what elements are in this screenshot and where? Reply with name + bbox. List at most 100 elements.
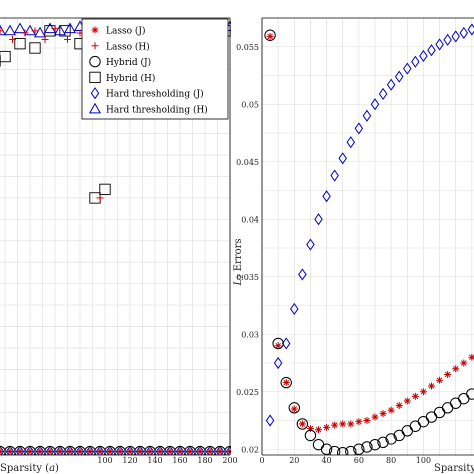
right-point-diamond: [451, 30, 460, 43]
right-point-asterisk: [468, 353, 474, 361]
left-point-asterisk: [196, 448, 204, 455]
right-point-diamond: [467, 23, 474, 36]
left-point-diamond: [205, 445, 215, 455]
left-point-asterisk: [126, 448, 134, 455]
left-point-diamond: [75, 445, 85, 455]
left-point-asterisk: [16, 448, 24, 455]
legend-marker-triangle: [88, 102, 102, 114]
right-x-tick: 100: [416, 456, 431, 465]
left-point-asterisk: [106, 448, 114, 455]
right-point-circle: [377, 436, 389, 449]
left-point-triangle: [3, 24, 17, 36]
left-point-diamond: [225, 445, 231, 455]
right-point-diamond: [419, 49, 428, 63]
right-point-diamond: [386, 78, 396, 91]
left-point-asterisk: [146, 448, 154, 455]
left-x-tick: 200: [222, 456, 237, 465]
legend-marker-plus: [91, 42, 99, 50]
right-y-tick: 0.03: [241, 330, 259, 339]
left-point-square: [14, 38, 26, 50]
left-point-asterisk: [46, 448, 54, 455]
right-point-diamond: [314, 213, 323, 226]
right-point-diamond: [338, 152, 347, 165]
right-x-tick: 60: [354, 456, 364, 465]
left-x-axis-label: Sparsity (a): [0, 463, 59, 474]
right-point-asterisk: [282, 379, 290, 387]
right-point-diamond: [378, 87, 388, 100]
right-y-tick: 0.04: [241, 215, 259, 224]
right-point-circle: [280, 376, 292, 389]
right-point-diamond: [290, 302, 299, 316]
left-point-diamond: [55, 445, 65, 455]
left-point-asterisk: [96, 448, 104, 455]
right-point-circle: [304, 429, 317, 442]
right-point-asterisk: [363, 417, 371, 424]
left-point-plus: [31, 27, 39, 35]
right-point-asterisk: [411, 392, 419, 400]
right-point-asterisk: [428, 382, 435, 390]
right-x-tick: 20: [289, 456, 299, 465]
right-point-asterisk: [339, 420, 347, 428]
left-point-triangle: [13, 22, 27, 34]
legend: Lasso (J) Lasso (H) Hybrid (J) Hybrid (H) Ha…: [81, 18, 229, 120]
right-x-tick: 40: [321, 456, 331, 465]
left-point-triangle: [43, 22, 57, 34]
left-point-asterisk: [56, 448, 64, 455]
left-point-diamond: [35, 445, 45, 455]
right-point-circle: [312, 438, 325, 451]
left-point-diamond: [165, 445, 175, 455]
left-point-diamond: [65, 445, 75, 455]
right-point-diamond: [443, 33, 452, 46]
left-point-square: [99, 183, 111, 196]
left-point-diamond: [105, 445, 115, 455]
left-point-asterisk: [206, 448, 214, 455]
legend-marker-diamond: [90, 87, 100, 100]
right-point-asterisk: [387, 406, 395, 414]
right-x-tick-labels: 0 20 40 60 80 100: [259, 456, 431, 465]
left-point-plus: [21, 29, 29, 37]
legend-label: Hybrid (H): [106, 73, 155, 84]
right-point-asterisk: [452, 365, 460, 373]
right-y-tick: 0.035: [236, 273, 259, 282]
right-point-diamond: [281, 337, 291, 350]
right-point-circle: [409, 420, 422, 432]
right-point-diamond: [330, 169, 339, 182]
left-point-square: [0, 50, 11, 63]
right-point-diamond: [273, 356, 283, 370]
right-x-tick: 0: [259, 456, 264, 465]
right-y-tick: 0.05: [241, 100, 259, 109]
left-point-plus: [51, 25, 59, 33]
left-point-diamond: [0, 445, 5, 455]
right-y-tick-labels: 0.02 0.025 0.03 0.035 0.04 0.045 0.05 0.055: [236, 43, 259, 455]
right-point-diamond: [370, 98, 380, 111]
left-point-square: [29, 42, 41, 54]
left-point-plus: [64, 35, 71, 43]
left-point-diamond: [15, 445, 25, 455]
right-point-asterisk: [298, 420, 306, 428]
left-point-asterisk: [136, 448, 144, 455]
right-point-circle: [296, 418, 309, 430]
right-y-tick: 0.055: [236, 43, 259, 52]
right-point-circle: [361, 441, 373, 453]
left-point-asterisk: [76, 448, 84, 455]
legend-label: Hybrid (J): [106, 57, 151, 68]
left-point-asterisk: [0, 448, 4, 455]
left-x-tick: 100: [97, 456, 112, 465]
right-point-diamond: [354, 122, 364, 135]
right-point-diamond: [435, 38, 444, 51]
right-point-circle: [458, 392, 470, 405]
right-y-tick: 0.045: [236, 158, 259, 167]
legend-entries: Lasso (J) Lasso (H) Hybrid (J) Hybrid (H) Ha…: [88, 26, 208, 116]
right-point-diamond: [411, 55, 420, 68]
left-point-plus: [96, 194, 104, 202]
left-point-diamond: [145, 445, 155, 455]
right-point-asterisk: [371, 413, 379, 421]
left-x-tick: 140: [147, 456, 162, 465]
left-point-asterisk: [86, 448, 94, 455]
left-point-plus: [0, 27, 4, 35]
right-point-circle: [385, 433, 397, 445]
right-x-axis-label: Sparsity: [434, 463, 474, 474]
left-point-plus: [9, 35, 16, 43]
left-point-asterisk: [156, 448, 164, 455]
right-gridlines: [261, 18, 474, 455]
